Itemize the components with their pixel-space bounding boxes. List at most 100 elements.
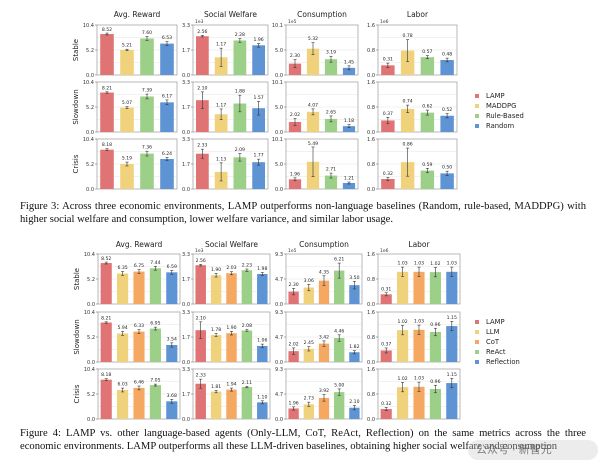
data-label: 2.11 xyxy=(242,380,252,386)
y-tick-label: 1.7 xyxy=(182,162,190,168)
data-label: 1.02 xyxy=(430,261,440,267)
y-tick-label: 0.8 xyxy=(367,162,375,168)
bar-lamp xyxy=(195,383,206,419)
bar-cot xyxy=(413,271,425,304)
data-label: 8.18 xyxy=(101,372,111,378)
bar-maddpg xyxy=(120,49,134,75)
bar-llm xyxy=(210,335,222,362)
bar-cot xyxy=(318,397,330,419)
bar-rule-based xyxy=(140,38,154,75)
y-tick-label: 0.0 xyxy=(275,187,283,193)
bar-lamp xyxy=(380,350,392,362)
data-label: 8.52 xyxy=(101,256,111,262)
data-label: 0.74 xyxy=(403,99,413,105)
y-tick-label: 9.3 xyxy=(275,310,283,316)
data-label: 6.33 xyxy=(134,323,144,329)
bar-reflection xyxy=(349,407,360,419)
y-tick-label: 9.3 xyxy=(275,367,283,373)
y-tick-label: 3.3 xyxy=(182,137,190,143)
data-label: 0.32 xyxy=(383,171,393,177)
data-label: 6.03 xyxy=(117,382,127,388)
y-tick-label: 5.0 xyxy=(275,162,283,168)
bar-lamp xyxy=(196,36,209,75)
data-label: 1.21 xyxy=(344,176,354,182)
data-label: 3.50 xyxy=(349,275,359,281)
legend-label: Random xyxy=(486,122,515,130)
bar-lamp xyxy=(196,100,209,132)
legend-label: Reflection xyxy=(486,358,520,366)
bar-llm xyxy=(303,348,314,362)
bar-random xyxy=(160,159,174,189)
bar-rule-based xyxy=(324,175,338,189)
bar-random xyxy=(252,162,265,189)
data-label: 6.46 xyxy=(134,380,144,386)
bar-lamp xyxy=(288,179,302,189)
bar-reflection xyxy=(349,352,360,362)
y-tick-label: 0.0 xyxy=(367,130,375,136)
y-tick-label: 0.0 xyxy=(182,187,190,193)
y-tick-label: 5.2 xyxy=(86,105,94,111)
bar-random xyxy=(342,126,356,132)
y-tick-label: 0.8 xyxy=(367,392,375,398)
y-tick-label: 4.7 xyxy=(275,335,283,341)
data-label: 5.00 xyxy=(334,382,344,388)
data-label: 4.35 xyxy=(319,269,329,275)
row-label: Stable xyxy=(73,268,81,290)
data-label: 8.52 xyxy=(102,27,112,33)
bar-react xyxy=(334,392,345,419)
column-title: Avg. Reward xyxy=(116,240,163,249)
data-label: 1.03 xyxy=(414,376,424,382)
y-tick-label: 0.0 xyxy=(367,187,375,193)
row-label: Crisis xyxy=(72,154,80,173)
bar-rule-based xyxy=(420,170,435,189)
figure-3-caption: Figure 3: Across three economic environm… xyxy=(20,201,586,225)
legend-label: CoT xyxy=(486,338,500,346)
data-label: 1.90 xyxy=(226,325,236,331)
legend-swatch xyxy=(475,350,479,354)
bar-rule-based xyxy=(233,157,247,189)
bar-llm xyxy=(303,404,314,419)
bar-maddpg xyxy=(306,48,320,75)
data-label: 5.07 xyxy=(122,100,132,106)
data-label: 3.19 xyxy=(326,50,336,56)
data-label: 2.33 xyxy=(197,143,207,149)
data-label: 4.46 xyxy=(334,328,344,334)
data-label: 2.30 xyxy=(288,282,298,288)
bar-lamp xyxy=(195,265,206,304)
bar-llm xyxy=(397,271,409,304)
bar-react xyxy=(241,270,253,304)
y-tick-label: 0.0 xyxy=(87,302,95,308)
bar-reflection xyxy=(257,274,268,304)
y-tick-label: 0.8 xyxy=(367,48,375,54)
data-label: 5.94 xyxy=(117,325,127,331)
y-tick-label: 10.4 xyxy=(83,23,94,29)
data-label: 1.13 xyxy=(216,156,226,162)
bar-llm xyxy=(210,275,222,304)
bar-lamp xyxy=(381,179,395,189)
bar-random xyxy=(440,115,454,132)
bar-lamp xyxy=(100,263,112,304)
data-label: 5.32 xyxy=(308,36,318,42)
bar-react xyxy=(334,338,345,362)
y-tick-label: 0.0 xyxy=(86,187,94,193)
bar-llm xyxy=(397,330,409,362)
bar-react xyxy=(149,328,161,362)
data-label: 3.54 xyxy=(167,336,177,342)
data-label: 1.96 xyxy=(288,400,298,406)
data-label: 0.59 xyxy=(422,162,432,168)
data-label: 2.09 xyxy=(235,147,245,153)
bar-lamp xyxy=(100,149,114,189)
data-label: 5.49 xyxy=(308,141,318,147)
data-label: 1.10 xyxy=(257,394,267,400)
y-tick-label: 1.6 xyxy=(367,23,375,29)
legend-swatch xyxy=(475,320,479,324)
bar-llm xyxy=(117,333,129,362)
data-label: 1.94 xyxy=(226,382,236,388)
y-tick-label: 0.0 xyxy=(367,73,375,79)
y-tick-label: 3.3 xyxy=(182,310,190,316)
data-label: 6.95 xyxy=(150,321,160,327)
bar-lamp xyxy=(288,291,299,304)
legend-swatch xyxy=(475,114,479,118)
data-label: 1.17 xyxy=(216,42,226,48)
